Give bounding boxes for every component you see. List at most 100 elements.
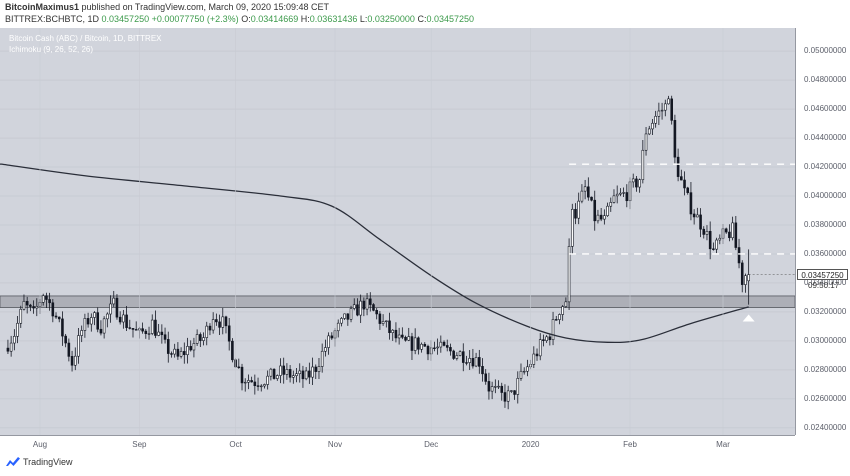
- candle: [266, 375, 269, 385]
- candle: [147, 333, 151, 335]
- candle: [612, 195, 616, 203]
- publisher-name[interactable]: BitcoinMaximus1: [5, 2, 80, 12]
- candle: [349, 308, 353, 320]
- y-tick-label: 0.04200000: [804, 162, 847, 172]
- candle: [718, 237, 722, 241]
- candle: [54, 315, 58, 318]
- candle: [548, 336, 552, 340]
- candle: [368, 298, 372, 305]
- candle: [227, 325, 231, 342]
- legend-symbol[interactable]: Bitcoin Cash (ABC) / Bitcoin, 1D, BITTRE…: [9, 34, 162, 43]
- candle: [497, 385, 500, 388]
- candle: [166, 339, 170, 354]
- candle: [45, 295, 48, 300]
- candle: [631, 178, 635, 183]
- bounce-triangle-marker: [742, 314, 755, 322]
- candle: [740, 262, 744, 285]
- candle: [647, 128, 651, 135]
- candle: [689, 192, 693, 215]
- candle: [67, 342, 71, 357]
- candle: [619, 192, 622, 195]
- chart-canvas[interactable]: [0, 28, 795, 435]
- candle: [567, 246, 571, 303]
- candle: [256, 385, 260, 387]
- price-axis[interactable]: 0.02400000 0.02600000 0.02800000 0.03000000…: [795, 28, 850, 435]
- candle: [673, 120, 677, 158]
- candle: [221, 316, 225, 328]
- candle: [519, 370, 523, 379]
- candle: [455, 355, 459, 359]
- candle: [70, 356, 74, 366]
- candle: [538, 339, 542, 357]
- candle: [112, 297, 116, 305]
- candle: [385, 320, 388, 322]
- candle: [481, 366, 484, 375]
- candle: [109, 303, 112, 315]
- candle: [461, 351, 465, 363]
- candle: [102, 318, 106, 334]
- candle: [423, 343, 427, 347]
- candle: [160, 331, 164, 336]
- candle: [205, 325, 209, 338]
- y-tick-label: 0.05000000: [804, 46, 847, 56]
- low-label: L:: [359, 14, 368, 24]
- price-chart[interactable]: [0, 28, 795, 435]
- candle: [125, 314, 128, 328]
- candle: [253, 381, 257, 387]
- x-tick-label: Aug: [32, 440, 48, 449]
- candle: [48, 299, 51, 304]
- candle: [439, 341, 443, 348]
- candle: [683, 179, 686, 189]
- candle: [410, 336, 414, 351]
- candle: [413, 337, 417, 351]
- candle: [327, 335, 330, 348]
- candle: [577, 200, 580, 219]
- candle: [734, 222, 738, 248]
- candle: [417, 337, 420, 350]
- candle: [702, 228, 706, 235]
- candle: [179, 351, 183, 357]
- candle: [663, 103, 667, 111]
- x-tick-label: Mar: [716, 440, 730, 449]
- candle: [359, 300, 362, 316]
- candle: [490, 386, 494, 392]
- candle: [106, 313, 109, 320]
- candle: [247, 380, 250, 383]
- close-value: 0.03457250: [426, 14, 475, 24]
- candle: [41, 295, 45, 303]
- candle: [128, 327, 132, 329]
- candle: [564, 301, 568, 307]
- candle: [279, 365, 282, 376]
- candle: [170, 353, 173, 355]
- candle: [320, 350, 324, 367]
- candle: [606, 205, 609, 216]
- candle: [667, 98, 670, 105]
- time-axis[interactable]: Aug Sep Oct Nov Dec 2020 Feb Mar: [0, 435, 795, 452]
- ohlc-line: BITTREX:BCHBTC, 1D 0.03457250 +0.0007775…: [5, 14, 474, 24]
- candle: [635, 178, 638, 188]
- candle: [401, 334, 404, 338]
- candle: [231, 340, 234, 361]
- candle: [478, 357, 481, 367]
- candle: [696, 214, 699, 218]
- candle: [154, 319, 157, 336]
- x-tick-label: Nov: [327, 440, 343, 449]
- candle: [554, 319, 558, 321]
- candle: [141, 328, 144, 332]
- header-bar: BitcoinMaximus1 published on TradingView…: [0, 0, 850, 28]
- legend-indicator[interactable]: Ichimoku (9, 26, 52, 26): [9, 45, 94, 54]
- candle: [468, 358, 471, 363]
- candle: [308, 370, 311, 378]
- candle: [394, 329, 398, 339]
- tradingview-logo[interactable]: TradingView: [6, 457, 73, 467]
- candle: [340, 318, 343, 324]
- candle: [426, 345, 430, 355]
- support-zone: [0, 295, 795, 308]
- open-value: 0.03414669: [250, 14, 299, 24]
- candle: [64, 335, 67, 344]
- candle: [157, 331, 160, 336]
- chart-legend: Bitcoin Cash (ABC) / Bitcoin, 1D, BITTRE…: [9, 33, 162, 55]
- last-price: 0.03457250: [101, 14, 150, 24]
- candle: [243, 381, 247, 384]
- candle: [609, 202, 613, 207]
